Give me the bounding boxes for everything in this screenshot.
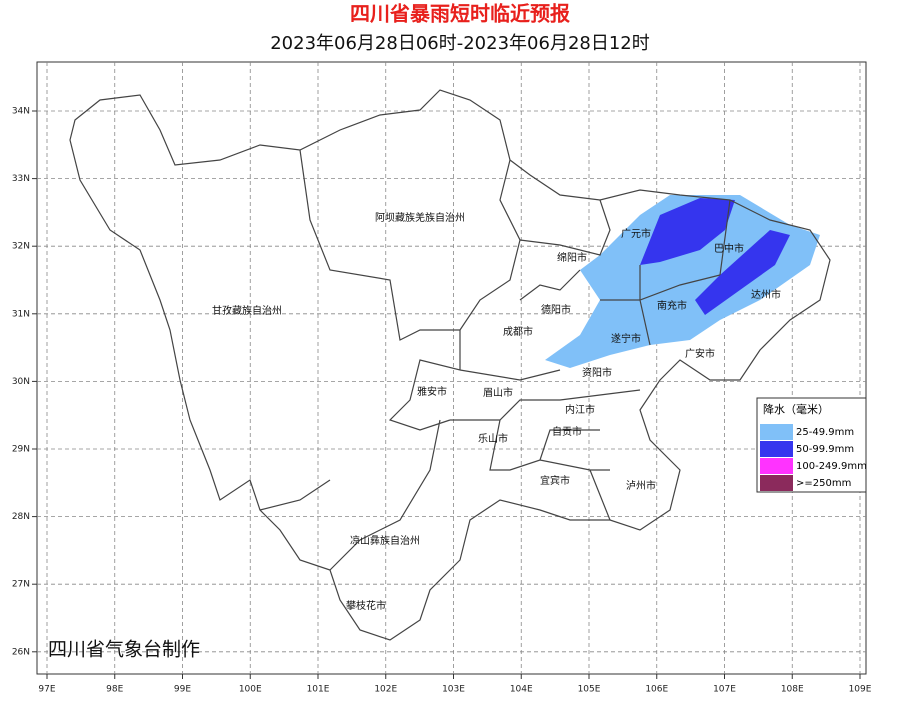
lon-tick-label: 106E (645, 685, 668, 695)
region-label: 南充市 (657, 299, 687, 312)
region-label: 攀枝花市 (346, 599, 386, 612)
region-label: 泸州市 (626, 479, 656, 492)
region-label: 凉山彝族自治州 (350, 534, 420, 547)
legend-swatch (760, 441, 793, 457)
rain-area-light (545, 195, 820, 368)
map-frame (36, 61, 867, 675)
lon-tick-label: 102E (374, 685, 397, 695)
lon-tick-label: 99E (174, 685, 191, 695)
region-label: 绵阳市 (557, 251, 587, 264)
lon-tick-label: 97E (38, 685, 55, 695)
legend-label: >=250mm (796, 478, 851, 489)
grid: 97E 98E 99E 100E 101E 102E 103E 104E 105E 106E 107… (12, 62, 872, 695)
region-label: 雅安市 (417, 385, 447, 398)
region-label: 眉山市 (483, 386, 513, 399)
region-label: 成都市 (503, 325, 533, 338)
lon-tick-label: 98E (106, 685, 123, 695)
legend: 25-49.9mm 50-99.9mm 100-249.9mm >=250mm (760, 424, 867, 491)
lon-tick-label: 100E (239, 685, 262, 695)
legend-swatch (760, 458, 793, 474)
lon-tick-label: 107E (713, 685, 736, 695)
lat-tick-label: 34N (12, 107, 30, 117)
title: 四川省暴雨短时临近预报 (350, 2, 570, 26)
legend-label: 25-49.9mm (796, 427, 854, 438)
lon-tick-label: 103E (442, 685, 465, 695)
rain-areas (545, 195, 820, 368)
lat-tick-label: 29N (12, 445, 30, 455)
region-label: 宜宾市 (540, 474, 570, 487)
region-label: 内江市 (565, 403, 595, 416)
region-label: 巴中市 (714, 242, 744, 255)
region-label: 广安市 (685, 347, 715, 360)
region-label: 遂宁市 (611, 332, 641, 345)
region-label: 乐山市 (478, 432, 508, 445)
lon-tick-label: 105E (578, 685, 601, 695)
lat-tick-label: 31N (12, 309, 30, 319)
region-label: 阿坝藏族羌族自治州 (375, 211, 465, 224)
region-label: 资阳市 (582, 366, 612, 379)
region-label: 广元市 (621, 227, 651, 240)
subtitle: 2023年06月28日06时-2023年06月28日12时 (270, 33, 650, 54)
lon-tick-label: 108E (781, 685, 804, 695)
lat-tick-label: 32N (12, 242, 30, 252)
region-label: 达州市 (751, 288, 781, 301)
boundaries (69, 89, 831, 641)
region-label: 自贡市 (552, 425, 582, 438)
region-border (259, 199, 731, 571)
legend-swatch (760, 475, 793, 491)
lon-tick-label: 104E (510, 685, 533, 695)
lon-tick-label: 101E (307, 685, 330, 695)
lat-tick-label: 33N (12, 174, 30, 184)
legend-swatch (760, 424, 793, 440)
region-label: 甘孜藏族自治州 (212, 304, 282, 317)
lat-tick-label: 26N (12, 647, 30, 657)
region-border (299, 149, 521, 341)
region-label: 德阳市 (541, 303, 571, 316)
legend-title: 降水（毫米） (763, 402, 829, 416)
legend-label: 50-99.9mm (796, 444, 854, 455)
lon-tick-label: 109E (849, 685, 872, 695)
legend-label: 100-249.9mm (796, 461, 867, 472)
rain-area-heavy (640, 198, 735, 265)
province-border (69, 89, 831, 641)
credit: 四川省气象台制作 (48, 639, 200, 661)
lat-tick-label: 27N (12, 580, 30, 590)
lat-tick-label: 28N (12, 512, 30, 522)
lat-tick-label: 30N (12, 377, 30, 387)
rain-area-heavy (695, 230, 790, 315)
